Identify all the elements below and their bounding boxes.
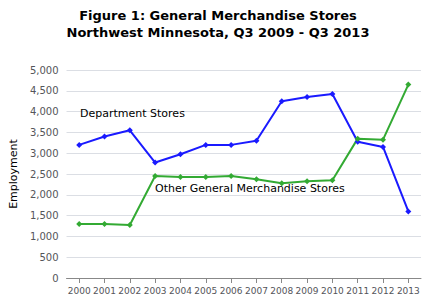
svg-text:2003: 2003 xyxy=(144,286,167,296)
svg-text:3,500: 3,500 xyxy=(30,127,59,138)
svg-text:2005: 2005 xyxy=(194,286,217,296)
svg-text:2001: 2001 xyxy=(93,286,116,296)
svg-text:2004: 2004 xyxy=(169,286,192,296)
svg-text:Other General Merchandise Stor: Other General Merchandise Stores xyxy=(155,182,345,195)
svg-text:1,000: 1,000 xyxy=(30,231,59,242)
svg-text:2013: 2013 xyxy=(397,286,420,296)
svg-text:Northwest Minnesota, Q3 2009 -: Northwest Minnesota, Q3 2009 - Q3 2013 xyxy=(67,25,370,40)
svg-text:2011: 2011 xyxy=(346,286,369,296)
svg-text:2009: 2009 xyxy=(296,286,319,296)
svg-text:1,500: 1,500 xyxy=(30,210,59,221)
svg-text:5,000: 5,000 xyxy=(30,65,59,76)
svg-text:4,500: 4,500 xyxy=(30,85,59,96)
svg-text:Figure 1: General Merchandise: Figure 1: General Merchandise Stores xyxy=(79,8,357,23)
svg-text:500: 500 xyxy=(39,252,58,263)
svg-text:2012: 2012 xyxy=(372,286,395,296)
svg-text:Employment: Employment xyxy=(7,138,20,208)
svg-text:2010: 2010 xyxy=(321,286,344,296)
svg-text:2007: 2007 xyxy=(245,286,268,296)
svg-text:Department Stores: Department Stores xyxy=(80,107,185,120)
svg-text:2000: 2000 xyxy=(68,286,91,296)
svg-text:2008: 2008 xyxy=(270,286,293,296)
svg-text:2,500: 2,500 xyxy=(30,169,59,180)
svg-text:2,000: 2,000 xyxy=(30,189,59,200)
svg-text:4,000: 4,000 xyxy=(30,106,59,117)
svg-text:2006: 2006 xyxy=(220,286,243,296)
svg-text:2002: 2002 xyxy=(118,286,141,296)
svg-text:0: 0 xyxy=(52,273,58,284)
svg-text:3,000: 3,000 xyxy=(30,148,59,159)
